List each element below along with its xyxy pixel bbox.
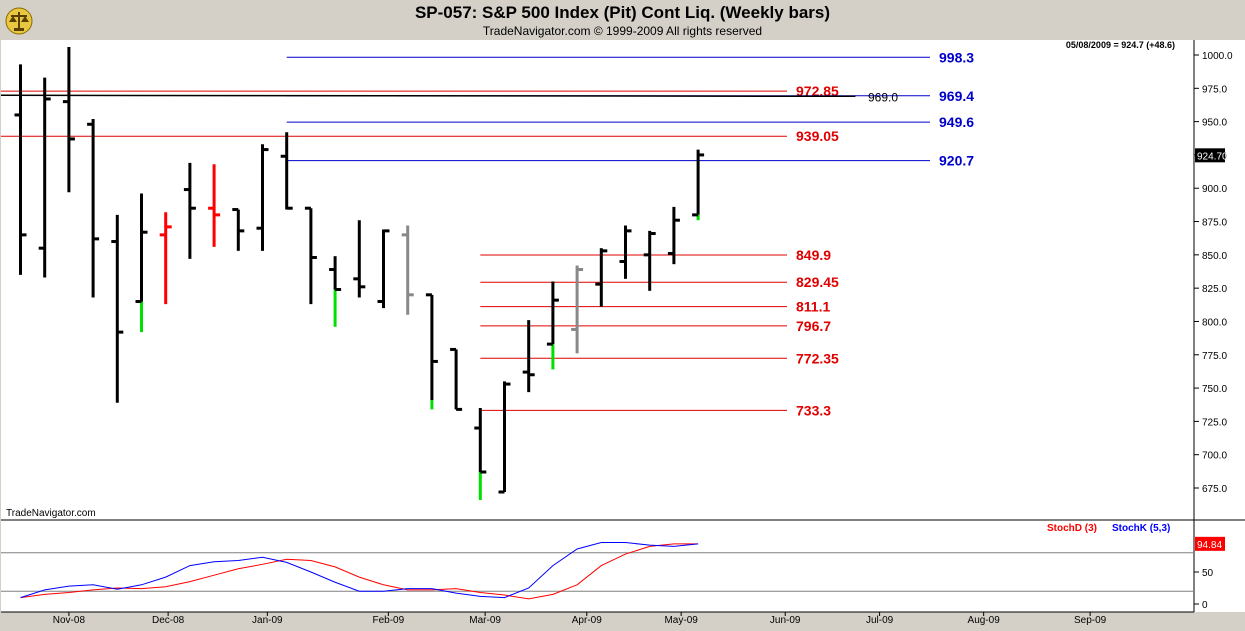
chart-title: SP-057: S&P 500 Index (Pit) Cont Liq. (W… — [414, 3, 831, 22]
y-tick-label: 975.0 — [1202, 84, 1227, 95]
x-tick-label: Dec-08 — [152, 615, 185, 626]
ohlc-bar — [304, 206, 317, 305]
ohlc-bar — [425, 293, 438, 410]
trade-navigator-logo — [4, 6, 34, 36]
level-label: 972.85 — [796, 83, 839, 99]
y-tick-label: 775.0 — [1202, 351, 1227, 362]
watermark: TradeNavigator.com — [6, 508, 96, 519]
ohlc-bar — [183, 162, 196, 259]
x-tick-label: May-09 — [664, 615, 698, 626]
level-label: 829.45 — [796, 274, 839, 290]
ohlc-bar — [135, 193, 148, 333]
ohlc-bar — [38, 77, 51, 278]
y-tick-label: 850.0 — [1202, 251, 1227, 262]
x-tick-label: Apr-09 — [572, 615, 602, 626]
trendline — [0, 94, 856, 98]
ohlc-bar — [14, 64, 27, 275]
y-tick-label: 875.0 — [1202, 218, 1227, 229]
ohlc-bar — [643, 230, 656, 291]
ohlc-bar — [619, 225, 632, 279]
ohlc-bar — [111, 214, 124, 403]
ohlc-bar — [62, 47, 75, 193]
legend-stoch-d: StochD (3) — [1047, 523, 1097, 534]
stoch-last-label: 94.84 — [1197, 540, 1222, 551]
ohlc-bar — [329, 256, 342, 327]
last-price-badge — [1195, 148, 1225, 163]
ohlc-bar — [571, 265, 584, 354]
ohlc-bar — [522, 320, 535, 393]
y-tick-label: 825.0 — [1202, 284, 1227, 295]
level-label: 939.05 — [796, 128, 839, 144]
stoch-last-badge — [1195, 536, 1225, 551]
level-label: 969.4 — [939, 88, 974, 104]
trendline-label: 969.0 — [868, 90, 898, 104]
x-tick-label: Jan-09 — [252, 615, 283, 626]
stoch-layer: 0 50 94.84 — [1, 536, 1225, 611]
y-tick-label: 1000.0 — [1202, 51, 1233, 62]
ohlc-bar — [232, 208, 245, 251]
levels-layer: 998.3 972.85 969.4 949.6 939.05 920.7 849.9 829… — [0, 49, 974, 418]
date-axis: Nov-08 Dec-08 Jan-09 Feb-09 Mar-09 Apr-09 May-… — [53, 612, 1107, 626]
ohlc-bar — [377, 229, 390, 309]
x-tick-label: Aug-09 — [968, 615, 1001, 626]
level-label: 920.7 — [939, 153, 974, 169]
ohlc-bar — [450, 347, 463, 411]
ohlc-bar — [498, 381, 511, 494]
level-label: 949.6 — [939, 114, 974, 130]
ohlc-bar — [692, 149, 705, 221]
ohlc-bar — [208, 164, 221, 247]
ohlc-bar — [595, 248, 608, 307]
ohlc-bar — [280, 132, 293, 210]
y-tick-label: 800.0 — [1202, 317, 1227, 328]
y-tick-label: 900.0 — [1202, 184, 1227, 195]
legend-stoch-k: StochK (5,3) — [1112, 523, 1170, 534]
price-axis-panel — [1194, 40, 1245, 521]
y-tick-label: 750.0 — [1202, 384, 1227, 395]
ohlc-bar — [159, 212, 172, 305]
x-tick-label: Feb-09 — [372, 615, 404, 626]
x-tick-label: Mar-09 — [469, 615, 501, 626]
y-tick-label: 675.0 — [1202, 484, 1227, 495]
scales-icon — [5, 7, 33, 35]
info-label: 05/08/2009 = 924.7 (+48.6) — [1066, 40, 1175, 50]
level-label: 811.1 — [796, 299, 830, 315]
ohlc-bar — [667, 206, 680, 265]
x-tick-label: Sep-09 — [1074, 615, 1107, 626]
chart-header: SP-057: S&P 500 Index (Pit) Cont Liq. (W… — [0, 0, 1245, 40]
price-panel — [1, 40, 1194, 521]
level-label: 733.3 — [796, 402, 831, 418]
stoch-series-line — [20, 543, 699, 600]
ohlc-bar — [353, 220, 366, 298]
last-price-label: 924.70 — [1197, 151, 1228, 162]
ohlc-bar — [546, 281, 559, 370]
y-tick-label: 700.0 — [1202, 451, 1227, 462]
x-tick-label: Nov-08 — [53, 615, 86, 626]
bars-layer — [14, 47, 705, 500]
stoch-panel — [1, 521, 1194, 612]
stoch-y-tick-label: 0 — [1202, 600, 1208, 611]
x-tick-label: Jul-09 — [866, 615, 894, 626]
stoch-y-tick-label: 50 — [1202, 568, 1214, 579]
stoch-series-line — [20, 542, 699, 599]
stoch-axis-panel — [1194, 521, 1245, 612]
ohlc-bar — [87, 118, 100, 298]
date-axis-panel — [1, 612, 1245, 631]
ohlc-bar — [474, 408, 487, 500]
chart-subtitle: TradeNavigator.com © 1999-2009 All right… — [482, 24, 763, 38]
x-tick-label: Jun-09 — [770, 615, 801, 626]
y-tick-label: 725.0 — [1202, 417, 1227, 428]
level-label: 772.35 — [796, 350, 839, 366]
y-tick-label: 950.0 — [1202, 118, 1227, 129]
ohlc-bar — [256, 144, 269, 251]
level-label: 796.7 — [796, 318, 831, 334]
price-axis: 675.0 700.0 725.0 750.0 775.0 800.0 825.0 850.0… — [1194, 51, 1233, 495]
level-label: 998.3 — [939, 49, 974, 65]
ohlc-bar — [401, 225, 414, 315]
level-label: 849.9 — [796, 247, 831, 263]
